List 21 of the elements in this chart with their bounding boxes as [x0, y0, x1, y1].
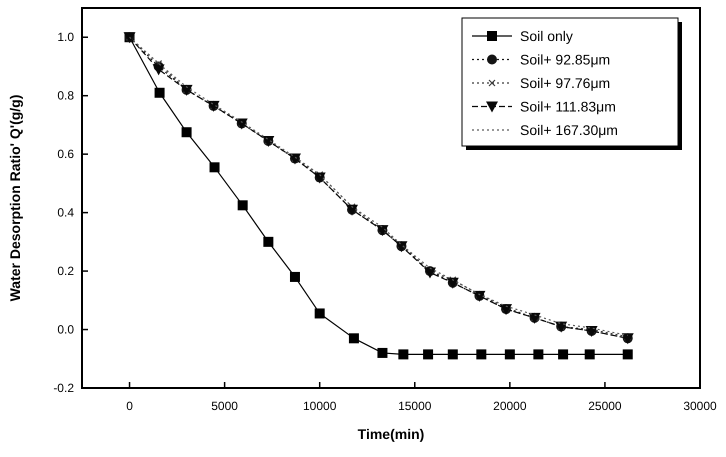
x-axis-title: Time(min) — [358, 426, 424, 442]
x-tick-label: 10000 — [303, 399, 337, 413]
y-tick-label: 0.6 — [57, 147, 74, 162]
y-axis-title: Water Desorption Ratio' Q'(g/g) — [7, 94, 23, 302]
x-tick-label: 20000 — [493, 399, 527, 413]
legend-label: Soil+ 97.76μm — [520, 75, 610, 91]
x-tick-label: 15000 — [398, 399, 432, 413]
legend-label: Soil+ 167.30μm — [520, 122, 618, 138]
y-tick-label: 1.0 — [57, 30, 74, 44]
y-tick-label: -0.2 — [53, 381, 74, 395]
x-tick-label: 5000 — [211, 399, 238, 413]
legend-label: Soil+ 111.83μm — [520, 98, 616, 114]
y-tick-label: 0.4 — [57, 206, 74, 220]
y-tick-label: 0.2 — [57, 264, 74, 278]
x-tick-label: 30000 — [683, 399, 718, 413]
y-tick-label: 0.8 — [57, 88, 74, 103]
legend-label: Soil only — [520, 28, 573, 44]
x-tick-label: 0 — [126, 399, 134, 413]
y-tick-label: 0.0 — [57, 322, 74, 337]
legend-label: Soil+ 92.85μm — [520, 52, 610, 68]
x-tick-label: 25000 — [588, 399, 622, 413]
